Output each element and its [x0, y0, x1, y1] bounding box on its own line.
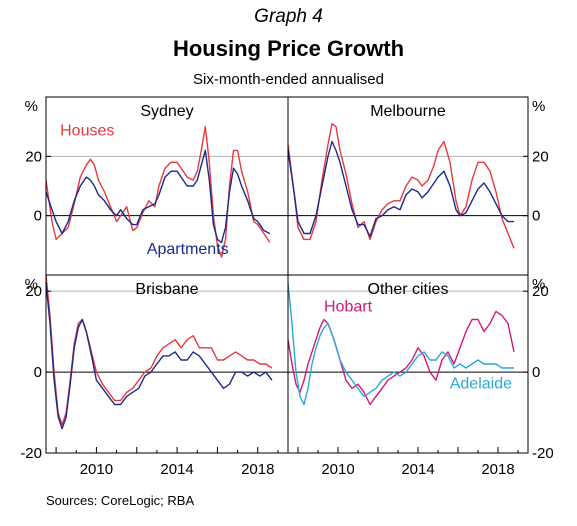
- legend-label-hobart: Hobart: [324, 298, 373, 315]
- y-tick-label-left: 20: [25, 283, 42, 300]
- y-tick-label-right: 20: [532, 283, 549, 300]
- series-line-other-cities-adelaide: [287, 283, 514, 406]
- y-tick-label-right: 0: [532, 364, 540, 381]
- y-tick-label-right: -20: [532, 445, 554, 462]
- panel-title-melbourne: Melbourne: [370, 103, 446, 120]
- y-tick-label-right: 20: [532, 148, 549, 165]
- graph-number: Graph 4: [254, 6, 323, 27]
- chart-title: Housing Price Growth: [172, 36, 405, 61]
- legend-label-houses: Houses: [60, 123, 114, 140]
- chart-subtitle: Six-month-ended annualised: [193, 71, 384, 88]
- y-unit-label-right: %: [532, 98, 545, 115]
- legend-label-apartments: Apartments: [147, 241, 229, 258]
- source-note: Sources: CoreLogic; RBA: [46, 493, 195, 508]
- y-tick-label-left: 20: [25, 148, 42, 165]
- panel-title-brisbane: Brisbane: [135, 281, 198, 298]
- x-tick-label: 2010: [321, 461, 354, 478]
- panel-title-sydney: Sydney: [140, 103, 193, 120]
- series-line-sydney-apartments: [45, 149, 271, 244]
- series-line-melbourne-houses: [287, 123, 515, 249]
- series-line-sydney-houses: [45, 126, 271, 258]
- x-tick-label: 2018: [241, 461, 274, 478]
- series-line-melbourne-apartments: [287, 140, 514, 238]
- y-unit-label-left: %: [25, 98, 38, 115]
- y-unit-label-left: %: [25, 276, 38, 293]
- x-tick-label: 2018: [481, 461, 514, 478]
- x-tick-label: 2014: [160, 461, 193, 478]
- y-tick-label-left: -20: [20, 445, 42, 462]
- legend-label-adelaide: Adelaide: [450, 375, 512, 392]
- series-line-other-cities-hobart: [287, 310, 515, 406]
- panel-title-other-cities: Other cities: [368, 281, 449, 298]
- x-tick-label: 2014: [401, 461, 434, 478]
- x-tick-label: 2010: [80, 461, 113, 478]
- series-line-brisbane-apartments: [45, 283, 273, 430]
- y-unit-label-right: %: [532, 276, 545, 293]
- y-tick-label-left: 0: [34, 208, 42, 225]
- y-tick-label-left: 0: [34, 364, 42, 381]
- y-tick-label-right: 0: [532, 208, 540, 225]
